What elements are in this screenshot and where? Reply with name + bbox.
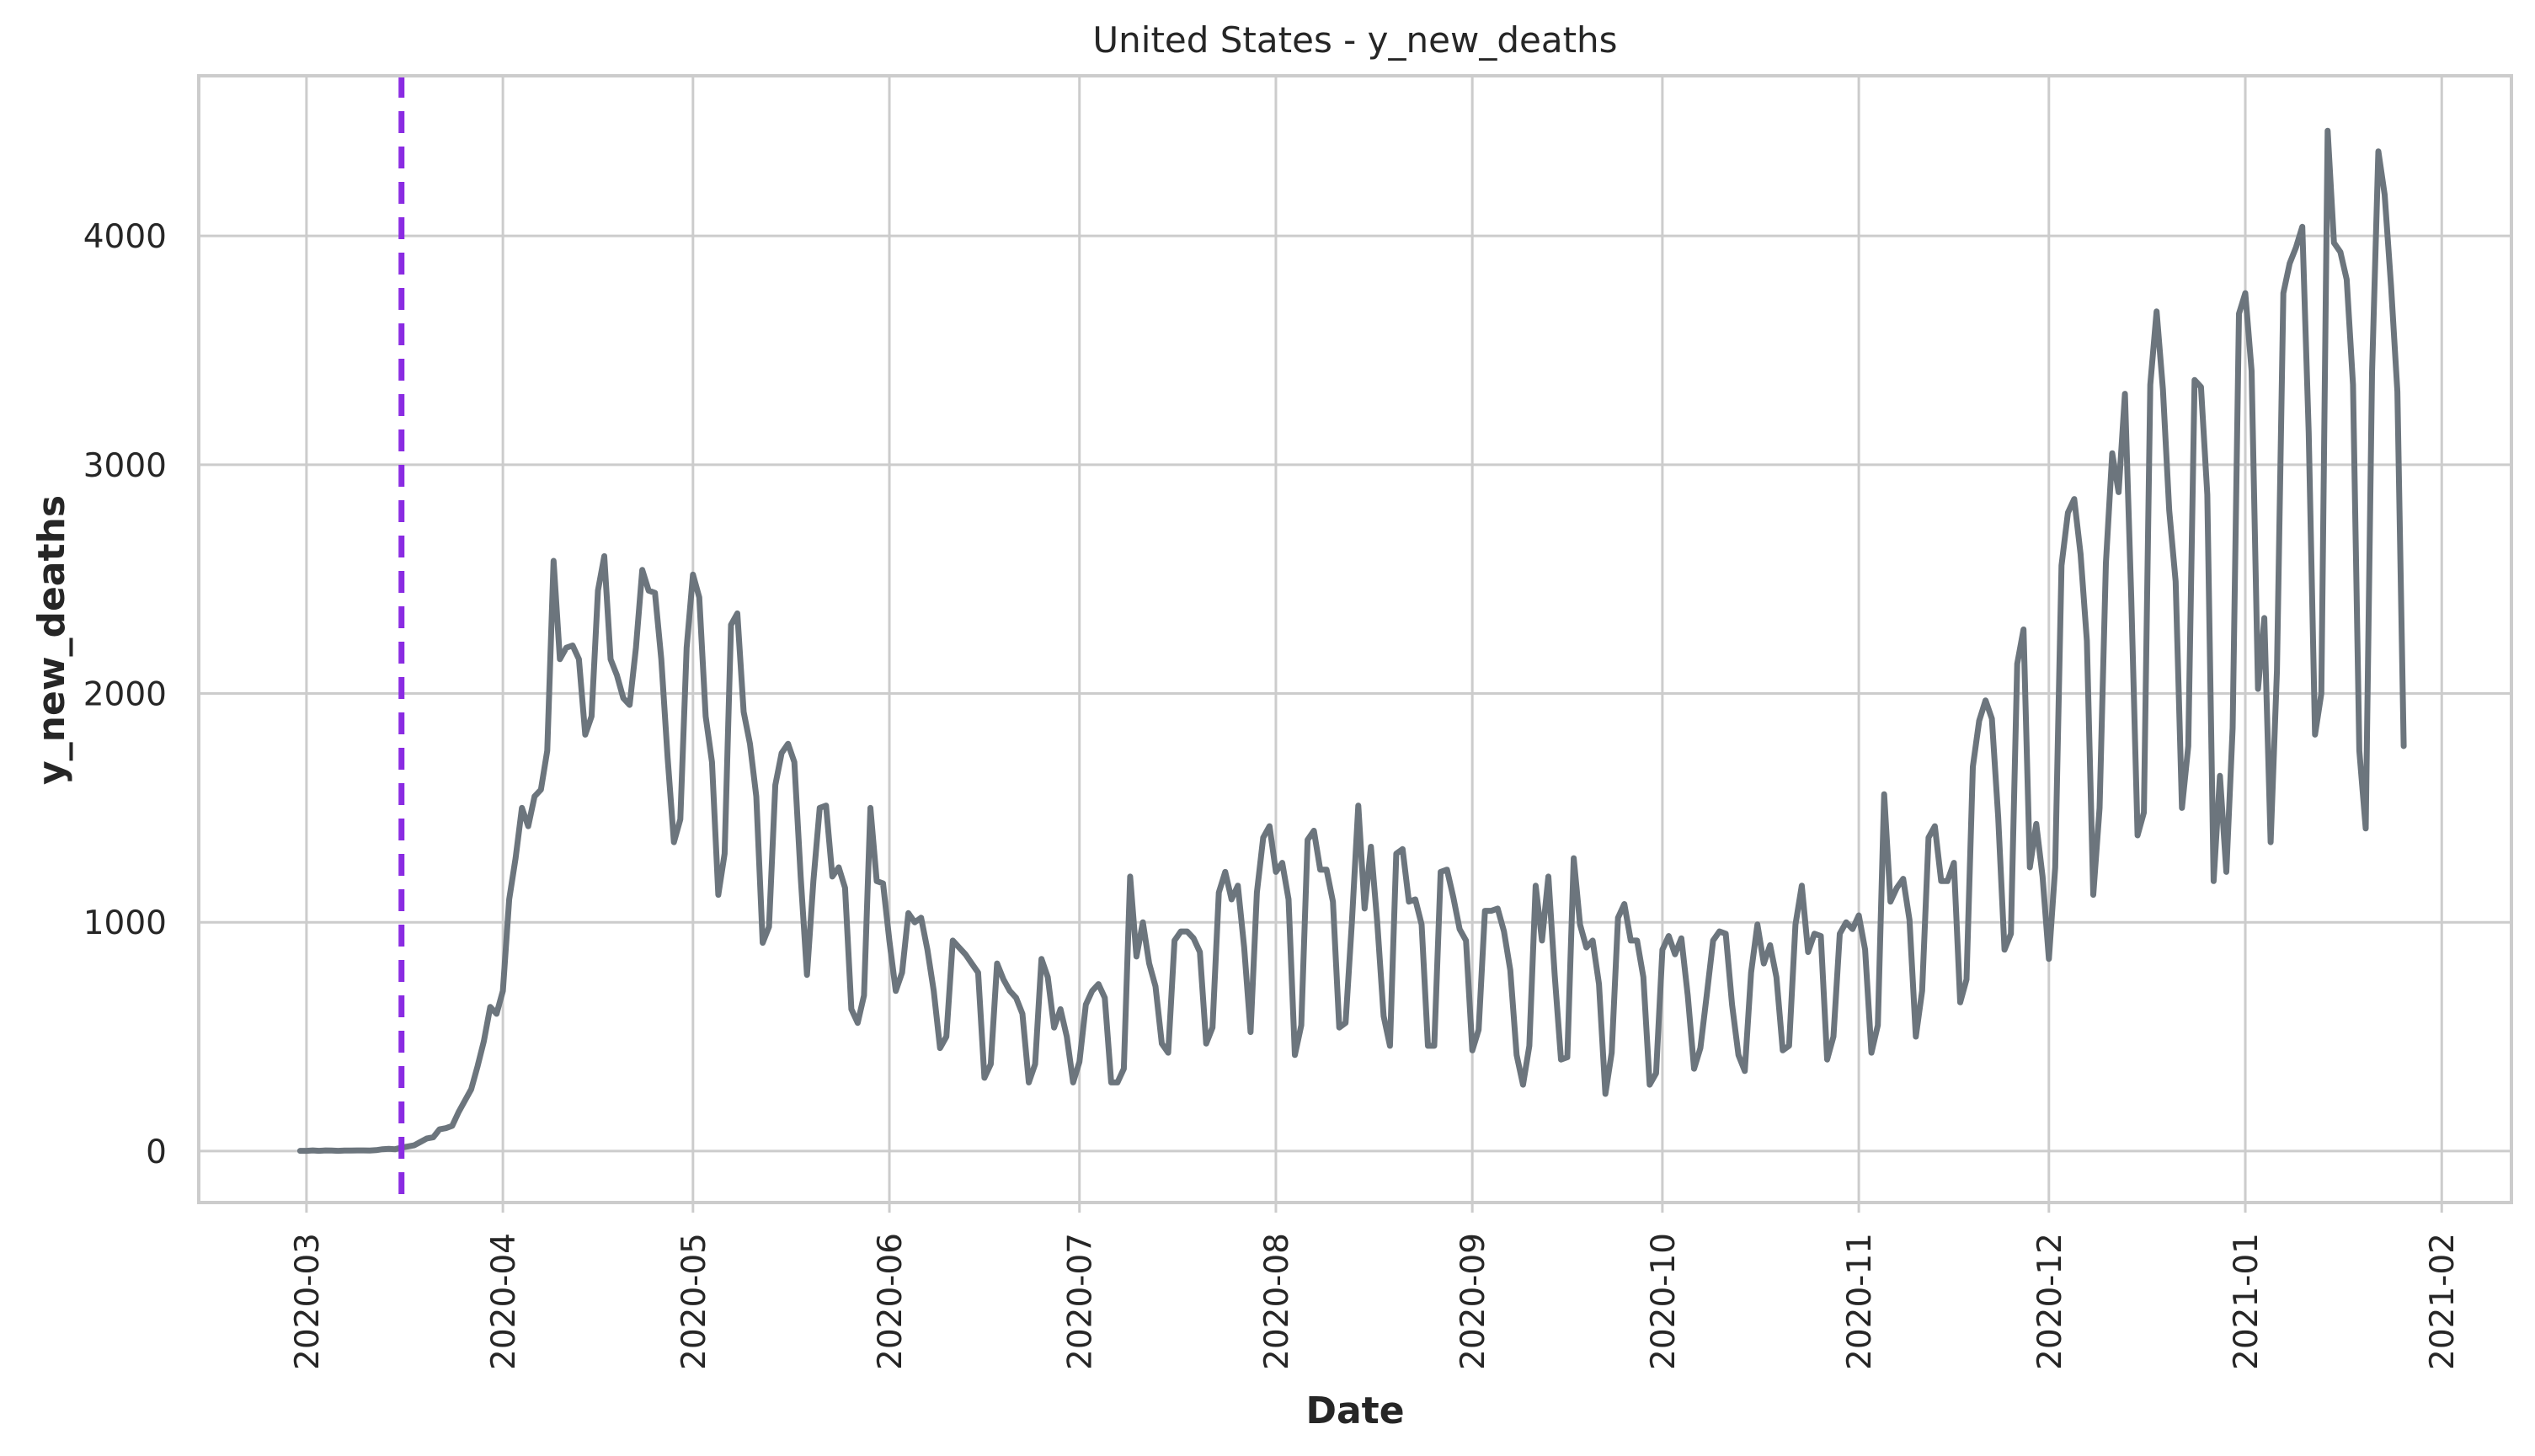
series-group [296, 127, 2407, 1155]
x-tick-label: 2020-03 [289, 1233, 327, 1370]
x-tick-label: 2020-11 [1841, 1233, 1879, 1370]
y-tick-label: 3000 [83, 447, 167, 485]
plot-frame [197, 74, 2513, 1204]
series-line-0 [296, 127, 2407, 1155]
x-tick-label: 2021-02 [2424, 1233, 2462, 1370]
x-axis-label: Date [1305, 1389, 1404, 1432]
chart-title: United States - y_new_deaths [1092, 19, 1617, 61]
y-tick-label: 1000 [83, 904, 167, 942]
x-tick-label: 2020-09 [1454, 1233, 1492, 1370]
x-tick-label: 2021-01 [2228, 1233, 2265, 1370]
y-axis-label: y_new_deaths [30, 495, 73, 785]
x-tick-label: 2020-06 [872, 1233, 910, 1370]
x-tick-label: 2020-07 [1062, 1233, 1100, 1370]
x-tick-label: 2020-05 [675, 1233, 713, 1370]
y-tick-label: 4000 [83, 218, 167, 256]
x-tick-label: 2020-04 [485, 1233, 523, 1370]
x-tick-label: 2020-10 [1645, 1233, 1683, 1370]
y-axis: 0 1000 2000 3000 4000 [83, 218, 167, 1171]
x-axis: 2020-03 2020-04 2020-05 2020-06 2020-07 2020-… [289, 1203, 2462, 1370]
y-tick-label: 2000 [83, 676, 167, 714]
x-tick-label: 2020-12 [2031, 1233, 2069, 1370]
y-tick-label: 0 [146, 1133, 167, 1171]
x-tick-label: 2020-08 [1258, 1233, 1296, 1370]
